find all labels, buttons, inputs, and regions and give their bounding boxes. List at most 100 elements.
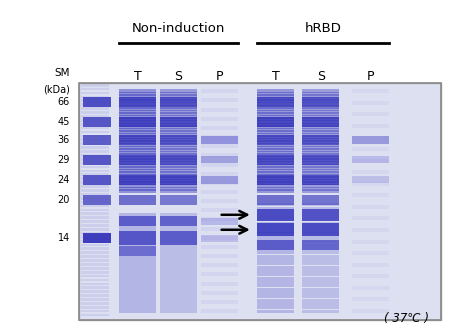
FancyBboxPatch shape [81, 142, 109, 145]
Text: Non-induction: Non-induction [132, 22, 225, 35]
FancyBboxPatch shape [81, 290, 109, 293]
FancyBboxPatch shape [200, 300, 237, 304]
FancyBboxPatch shape [160, 175, 197, 185]
FancyBboxPatch shape [302, 174, 339, 178]
FancyBboxPatch shape [302, 186, 339, 190]
FancyBboxPatch shape [302, 295, 339, 298]
FancyBboxPatch shape [119, 155, 156, 165]
FancyBboxPatch shape [302, 284, 339, 287]
Text: (kDa): (kDa) [43, 85, 70, 95]
FancyBboxPatch shape [302, 92, 339, 96]
FancyBboxPatch shape [257, 240, 294, 250]
FancyBboxPatch shape [351, 112, 388, 116]
FancyBboxPatch shape [160, 156, 197, 160]
Text: P: P [366, 70, 373, 83]
FancyBboxPatch shape [257, 258, 294, 262]
FancyBboxPatch shape [81, 251, 109, 254]
FancyBboxPatch shape [81, 205, 109, 207]
FancyBboxPatch shape [119, 263, 156, 266]
Text: 14: 14 [58, 233, 70, 243]
FancyBboxPatch shape [160, 171, 197, 175]
FancyBboxPatch shape [119, 148, 156, 152]
FancyBboxPatch shape [351, 274, 388, 278]
FancyBboxPatch shape [81, 236, 109, 238]
FancyBboxPatch shape [302, 143, 339, 147]
FancyBboxPatch shape [119, 92, 156, 96]
FancyBboxPatch shape [160, 233, 197, 236]
FancyBboxPatch shape [257, 186, 294, 190]
FancyBboxPatch shape [302, 203, 339, 206]
FancyBboxPatch shape [160, 100, 197, 104]
FancyBboxPatch shape [302, 94, 339, 98]
FancyBboxPatch shape [81, 177, 109, 180]
FancyBboxPatch shape [351, 170, 388, 174]
FancyBboxPatch shape [160, 273, 197, 276]
FancyBboxPatch shape [302, 306, 339, 309]
FancyBboxPatch shape [160, 306, 197, 310]
FancyBboxPatch shape [302, 156, 339, 160]
FancyBboxPatch shape [302, 159, 339, 163]
FancyBboxPatch shape [81, 162, 109, 165]
FancyBboxPatch shape [119, 246, 156, 256]
FancyBboxPatch shape [302, 135, 339, 139]
FancyBboxPatch shape [83, 135, 111, 145]
FancyBboxPatch shape [302, 89, 339, 93]
FancyBboxPatch shape [257, 232, 294, 236]
FancyBboxPatch shape [119, 102, 156, 106]
FancyBboxPatch shape [302, 97, 339, 101]
FancyBboxPatch shape [302, 166, 339, 170]
FancyBboxPatch shape [200, 291, 237, 295]
FancyBboxPatch shape [302, 176, 339, 180]
Text: 36: 36 [58, 135, 70, 145]
FancyBboxPatch shape [302, 100, 339, 104]
FancyBboxPatch shape [257, 251, 294, 254]
FancyBboxPatch shape [83, 175, 111, 185]
FancyBboxPatch shape [302, 229, 339, 232]
FancyBboxPatch shape [200, 218, 237, 225]
FancyBboxPatch shape [81, 197, 109, 199]
FancyBboxPatch shape [160, 213, 197, 216]
FancyBboxPatch shape [81, 92, 109, 94]
FancyBboxPatch shape [302, 277, 339, 280]
FancyBboxPatch shape [160, 253, 197, 256]
FancyBboxPatch shape [119, 283, 156, 286]
FancyBboxPatch shape [200, 226, 237, 230]
FancyBboxPatch shape [119, 213, 156, 216]
FancyBboxPatch shape [160, 94, 197, 98]
FancyBboxPatch shape [119, 230, 156, 233]
FancyBboxPatch shape [302, 184, 339, 188]
FancyBboxPatch shape [160, 123, 197, 127]
FancyBboxPatch shape [160, 161, 197, 165]
FancyBboxPatch shape [119, 161, 156, 165]
FancyBboxPatch shape [302, 232, 339, 236]
FancyBboxPatch shape [302, 288, 339, 291]
FancyBboxPatch shape [160, 176, 197, 180]
Text: S: S [174, 70, 182, 83]
FancyBboxPatch shape [81, 131, 109, 133]
FancyBboxPatch shape [119, 293, 156, 296]
FancyBboxPatch shape [257, 166, 294, 170]
FancyBboxPatch shape [257, 310, 294, 313]
FancyBboxPatch shape [257, 155, 294, 165]
FancyBboxPatch shape [257, 164, 294, 167]
FancyBboxPatch shape [160, 125, 197, 129]
FancyBboxPatch shape [257, 100, 294, 104]
FancyBboxPatch shape [302, 105, 339, 109]
FancyBboxPatch shape [351, 136, 388, 140]
FancyBboxPatch shape [351, 228, 388, 232]
FancyBboxPatch shape [160, 155, 197, 165]
FancyBboxPatch shape [160, 148, 197, 152]
FancyBboxPatch shape [257, 284, 294, 287]
FancyBboxPatch shape [200, 217, 237, 221]
FancyBboxPatch shape [302, 133, 339, 137]
FancyBboxPatch shape [160, 135, 197, 139]
FancyBboxPatch shape [119, 220, 156, 223]
FancyBboxPatch shape [302, 207, 339, 210]
FancyBboxPatch shape [119, 118, 156, 122]
FancyBboxPatch shape [351, 297, 388, 301]
FancyBboxPatch shape [160, 112, 197, 116]
FancyBboxPatch shape [160, 118, 197, 122]
FancyBboxPatch shape [160, 97, 197, 101]
FancyBboxPatch shape [200, 199, 237, 203]
FancyBboxPatch shape [119, 133, 156, 137]
